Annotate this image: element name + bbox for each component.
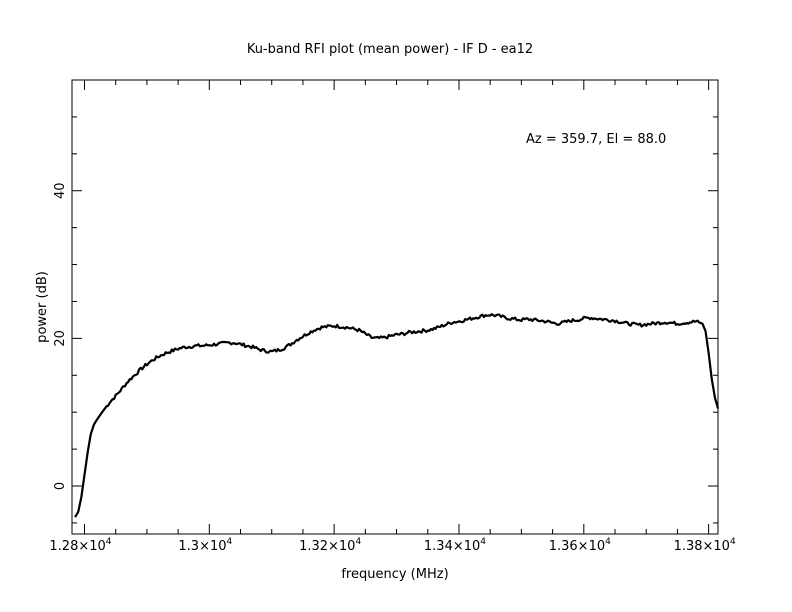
x-tick-label: 1.34×104 (424, 537, 486, 554)
plot-frame (71, 79, 719, 535)
series-line (74, 313, 720, 518)
x-tick-label: 1.28×104 (49, 537, 111, 554)
x-axis-label: frequency (MHz) (341, 567, 448, 582)
x-tick-label: 1.36×104 (549, 537, 611, 554)
y-tick-label: 20 (53, 330, 68, 347)
chart-title: Ku-band RFI plot (mean power) - IF D - e… (247, 42, 533, 57)
y-tick-labels: 0 20 40 (53, 182, 68, 490)
x-tick-label: 1.3×104 (178, 537, 232, 554)
az-el-annotation: Az = 359.7, El = 88.0 (526, 132, 666, 147)
x-tick-label: 1.32×104 (299, 537, 361, 554)
y-tick-label: 40 (53, 182, 68, 199)
axis-ticks (72, 79, 718, 534)
x-tick-labels: 1.28×104 1.3×104 1.32×104 1.34×104 1.36×104 1… (49, 537, 736, 554)
y-tick-label: 0 (53, 482, 68, 490)
x-tick-label: 1.38×104 (674, 537, 736, 554)
y-axis-label: power (dB) (35, 271, 50, 343)
